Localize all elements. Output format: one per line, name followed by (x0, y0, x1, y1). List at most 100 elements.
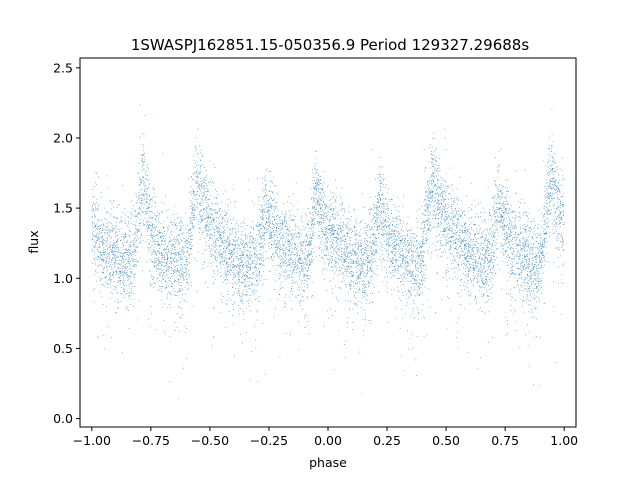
data-point (383, 236, 385, 238)
data-point (292, 220, 294, 221)
data-point (172, 290, 174, 292)
data-point (545, 238, 547, 240)
data-point (94, 236, 96, 237)
data-point (263, 265, 265, 267)
data-point (459, 246, 461, 247)
data-point (468, 271, 469, 272)
data-point (472, 230, 474, 232)
data-point (429, 191, 431, 193)
data-point (323, 213, 325, 215)
data-point (427, 287, 429, 289)
data-point (126, 263, 127, 264)
data-point (278, 223, 280, 225)
data-point (287, 278, 289, 279)
data-point (250, 277, 252, 279)
data-point (256, 273, 257, 275)
data-point (344, 254, 346, 256)
data-point (555, 219, 557, 221)
data-point (170, 231, 172, 233)
data-point (392, 235, 394, 237)
data-point (397, 272, 399, 274)
data-point (231, 255, 233, 257)
data-point (435, 148, 437, 149)
data-point (309, 188, 311, 190)
data-point (344, 266, 346, 268)
data-point (526, 267, 528, 269)
data-point (259, 235, 261, 236)
data-point (371, 276, 373, 278)
data-point (527, 277, 529, 279)
data-point (109, 284, 110, 286)
data-point (225, 257, 227, 259)
data-point (377, 178, 379, 179)
data-point (205, 249, 207, 250)
data-point (307, 283, 308, 285)
data-point (263, 239, 265, 241)
data-point (176, 271, 178, 272)
data-point (228, 258, 230, 260)
data-point (264, 212, 266, 213)
data-point (351, 255, 352, 256)
data-point (433, 181, 434, 183)
data-point (507, 333, 508, 335)
data-point (356, 278, 358, 280)
data-point (152, 189, 154, 191)
data-point (541, 257, 542, 259)
data-point (112, 253, 113, 255)
data-point (376, 250, 378, 252)
data-point (559, 226, 561, 228)
data-point (155, 218, 157, 220)
data-point (213, 282, 214, 284)
data-point (261, 228, 263, 229)
data-point (139, 197, 141, 199)
data-point (301, 289, 303, 291)
data-point (275, 246, 277, 248)
data-point (95, 243, 97, 245)
data-point (95, 236, 97, 237)
data-point (520, 231, 522, 233)
data-point (173, 273, 174, 274)
data-point (547, 211, 548, 212)
data-point (368, 237, 370, 238)
data-point (434, 226, 435, 228)
data-point (230, 252, 232, 254)
data-point (437, 203, 439, 205)
data-point (126, 306, 127, 307)
data-point (520, 247, 521, 249)
data-point (326, 249, 328, 250)
data-point (188, 230, 190, 231)
data-point (130, 231, 132, 233)
data-point (148, 228, 149, 229)
data-point (100, 220, 101, 222)
data-point (279, 222, 281, 224)
data-point (199, 194, 200, 196)
data-point (212, 226, 213, 228)
data-point (491, 272, 493, 274)
data-point (224, 246, 225, 248)
data-point (291, 267, 293, 268)
data-point (400, 308, 402, 310)
data-point (468, 251, 469, 253)
data-point (284, 250, 285, 251)
data-point (342, 277, 344, 279)
data-point (487, 295, 488, 297)
data-point (385, 213, 387, 215)
data-point (122, 266, 124, 267)
data-point (501, 184, 503, 186)
data-point (103, 284, 105, 286)
data-point (131, 288, 133, 290)
data-point (145, 212, 147, 213)
data-point (559, 223, 560, 225)
data-point (531, 221, 532, 223)
data-point (115, 232, 117, 234)
data-point (486, 291, 488, 293)
data-point (444, 181, 446, 183)
data-point (215, 255, 216, 257)
data-point (362, 253, 363, 255)
data-point (348, 206, 350, 207)
data-point (380, 190, 381, 191)
data-point (238, 264, 240, 266)
data-point (534, 227, 535, 229)
data-point (348, 308, 350, 309)
data-point (380, 245, 382, 247)
